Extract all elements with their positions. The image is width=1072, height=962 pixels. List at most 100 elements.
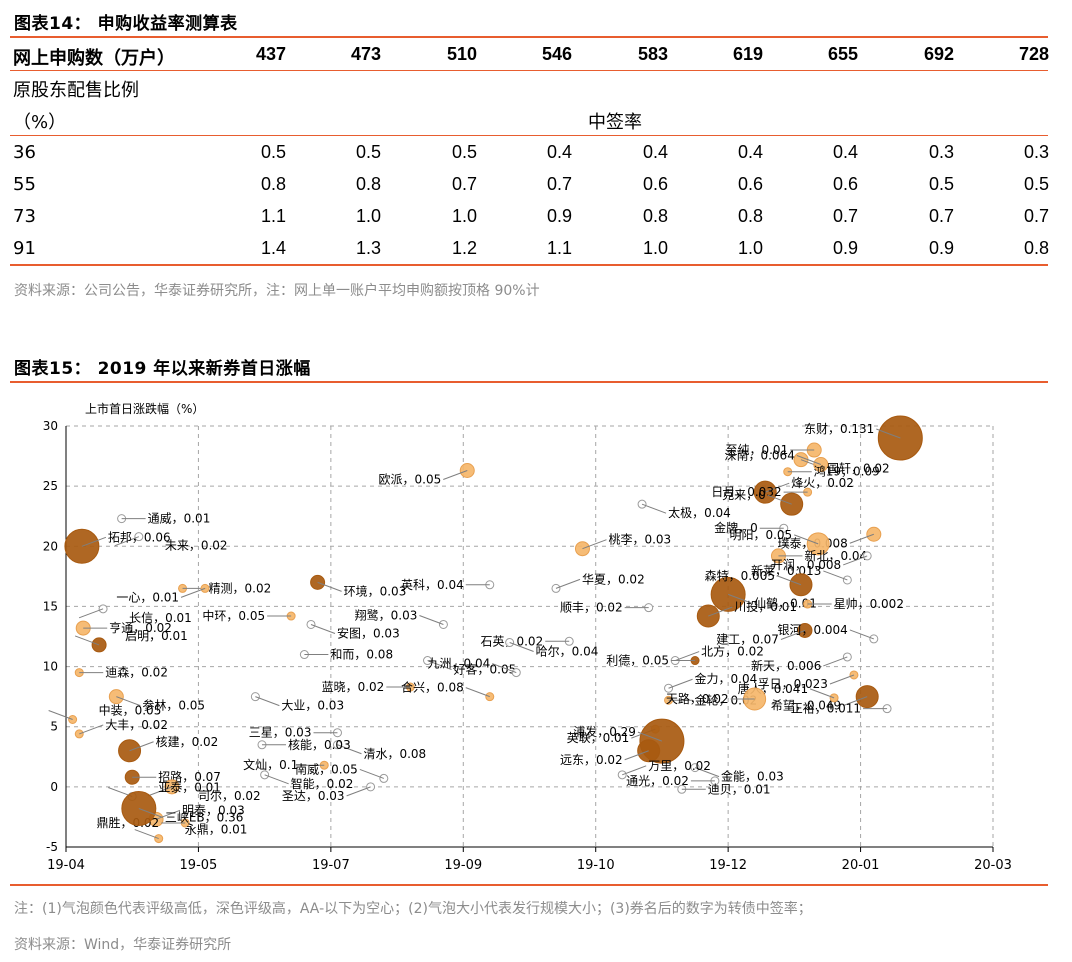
table-row: 55 0.8 0.8 0.7 0.7 0.6 0.6 0.6 0.5 0.5 xyxy=(10,170,1050,200)
x-tick-label: 19-09 xyxy=(444,858,482,873)
table-cell: 0.4 xyxy=(737,142,763,162)
x-tick-label: 20-03 xyxy=(974,858,1012,873)
row-label: 91 xyxy=(13,238,36,259)
label-leader xyxy=(809,688,835,699)
ratio-label-line2: （%） xyxy=(13,112,67,133)
bubble-label: 文灿，0.1 xyxy=(243,757,298,772)
x-tick-label: 19-10 xyxy=(577,858,615,873)
table14-source: 资料来源：公司公告，华泰证券研究所，注：网上单一账户平均申购额按顶格 90%计 xyxy=(14,283,540,299)
bubble-label: 安图，0.03 xyxy=(337,625,400,640)
table-row: 91 1.4 1.3 1.2 1.1 1.0 1.0 0.9 0.9 0.8 xyxy=(10,234,1050,264)
bubble-label: 中装，0.05 xyxy=(99,702,162,717)
bubble-label: 翔鹭，0.03 xyxy=(355,607,418,622)
bubble-label: 桃李，0.03 xyxy=(608,532,671,547)
label-leader xyxy=(359,768,385,779)
label-leader xyxy=(641,503,667,514)
bubble-label: 太极，0.04 xyxy=(668,505,731,520)
header-cell: 728 xyxy=(1018,44,1049,64)
x-tick-label: 20-01 xyxy=(842,858,880,873)
table-cell: 0.7 xyxy=(546,174,572,194)
label-leader xyxy=(876,428,901,439)
bubble-label: 南威，0.05 xyxy=(295,761,358,776)
bubble-label: 鸿19，0.09 xyxy=(814,465,880,479)
figure15-note: 注：(1)气泡颜色代表评级高低，深色评级高，AA-以下为空心；(2)气泡大小代表… xyxy=(14,901,812,917)
bubble-label: 深南，0.064 xyxy=(724,447,794,462)
label-leader xyxy=(708,606,733,617)
bubble xyxy=(789,573,813,597)
header-cell: 437 xyxy=(255,44,286,64)
bubble-label: 孚日，0.023 xyxy=(758,677,828,691)
table-cell: 0.3 xyxy=(928,142,954,162)
table14-ratio-label-row2: （%） 中签率 xyxy=(10,104,1050,134)
bubble-label: 万里，0.02 xyxy=(648,759,711,773)
bubble-label: 通光，0.02 xyxy=(626,774,689,788)
bubble-label: 合兴，0.08 xyxy=(401,680,464,695)
bubble-label: 好客，0.05 xyxy=(454,662,517,677)
header-cell: 510 xyxy=(446,44,477,64)
table-cell: 0.4 xyxy=(642,142,668,162)
label-leader xyxy=(492,663,517,674)
bubble-chart: -5 0 5 10 15 20 25 30 19-04 19-05 19-07 19-09 19-10 1… xyxy=(43,415,1012,873)
y-tick-label: -5 xyxy=(46,840,58,854)
label-leader xyxy=(829,674,855,685)
header-cell: 619 xyxy=(732,44,763,64)
group-label: 中签率 xyxy=(588,112,642,133)
table14-header-rule xyxy=(10,70,1048,71)
bubble-label: 东财，0.131 xyxy=(804,422,874,436)
bubble-label: 亚泰，0.01 xyxy=(158,780,221,794)
table14-bottom-rule xyxy=(10,264,1048,266)
bubble-label: 蓝晓，0.02 xyxy=(322,680,385,694)
bubble-label: 天路，0.02 xyxy=(666,691,729,706)
bubble-label: 川投，0.01 xyxy=(734,599,797,614)
bubble-label: 精测，0.02 xyxy=(209,581,272,595)
label-leader xyxy=(637,731,663,742)
row-label: 73 xyxy=(13,206,36,227)
bubble-label: 至纯，0.01 xyxy=(725,443,788,457)
table-cell: 0.9 xyxy=(928,238,954,258)
bubble-label: 核能，0.03 xyxy=(288,738,351,752)
table-cell: 1.1 xyxy=(546,238,572,258)
bubble-label: 三星，0.03 xyxy=(249,726,312,740)
label-leader xyxy=(317,581,342,592)
bubble-label: 中环，0.05 xyxy=(202,608,265,623)
label-leader xyxy=(180,587,206,598)
bubble xyxy=(121,791,157,827)
table-cell: 0.7 xyxy=(1023,206,1049,226)
table-cell: 0.8 xyxy=(642,206,668,226)
header-label: 网上申购数（万户） xyxy=(13,48,175,69)
table-cell: 0.5 xyxy=(355,142,381,162)
table-cell: 0.8 xyxy=(1023,238,1049,258)
bubble-label: 烽火，0.02 xyxy=(791,476,854,490)
label-leader xyxy=(796,455,822,465)
bubble xyxy=(459,463,475,479)
table-cell: 0.7 xyxy=(832,206,858,226)
table-cell: 0.7 xyxy=(451,174,477,194)
bubble-label: 司尔，0.02 xyxy=(198,788,261,803)
bubble-label: 亨通，0.02 xyxy=(109,620,172,635)
bubble-label: 智能，0.02 xyxy=(291,776,354,791)
label-leader xyxy=(509,642,534,652)
label-leader xyxy=(147,786,173,797)
table-cell: 1.0 xyxy=(737,238,763,258)
bubble-label: 金能，0.03 xyxy=(721,769,784,784)
label-leader xyxy=(81,536,107,547)
bubble-label: 金轮，0.02 xyxy=(695,692,758,707)
header-cell: 473 xyxy=(350,44,381,64)
table-cell: 0.6 xyxy=(642,174,668,194)
table14-top-rule xyxy=(10,36,1048,38)
label-leader xyxy=(668,678,693,689)
header-cell: 692 xyxy=(923,44,954,64)
bubble-label: 明泰，0.03 xyxy=(182,803,245,817)
table-cell: 0.9 xyxy=(832,238,858,258)
table-cell: 1.2 xyxy=(451,238,477,258)
bubble-label: 希望，0.049 xyxy=(771,698,841,713)
bubble-label: 一心，0.01 xyxy=(116,590,179,604)
bubble-label: 参林，0.05 xyxy=(142,698,205,713)
bubble-label: 大丰，0.02 xyxy=(105,718,168,732)
label-leader xyxy=(48,710,73,720)
label-leader xyxy=(427,660,452,671)
table-cell: 0.5 xyxy=(451,142,477,162)
label-leader xyxy=(346,786,371,797)
bubble-label: 北方，0.02 xyxy=(701,644,764,659)
bubble-label: 金牌，0 xyxy=(714,520,758,535)
